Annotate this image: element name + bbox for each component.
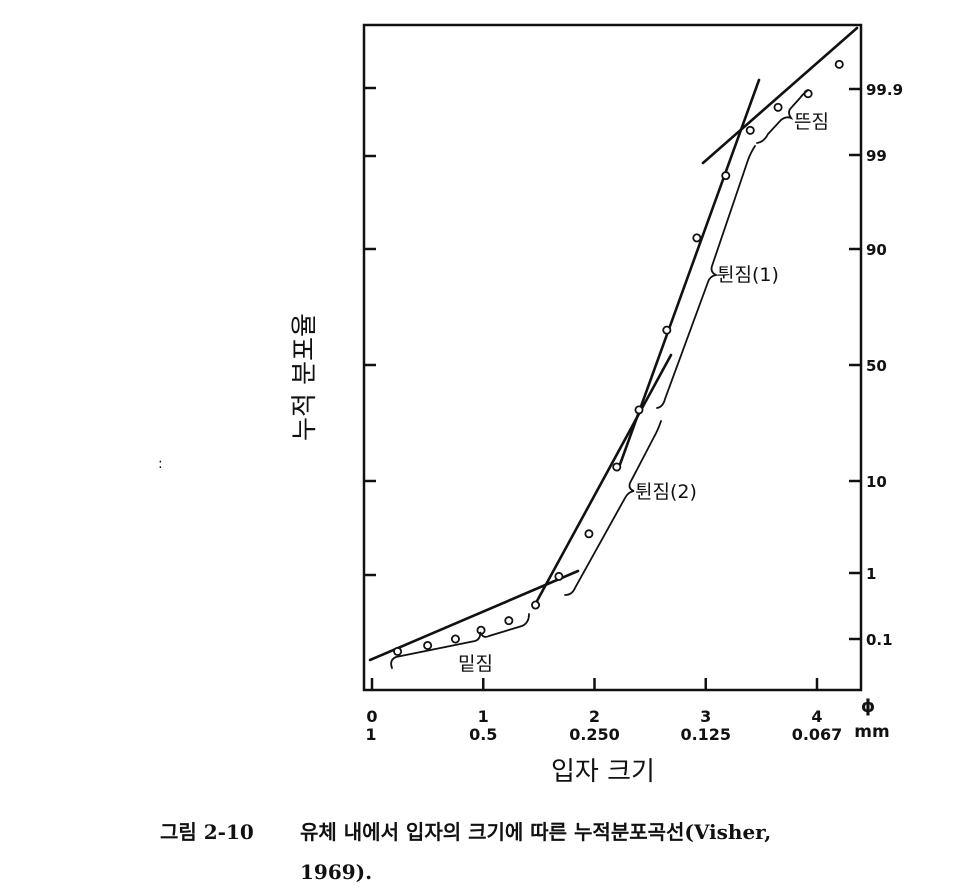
data-point-14 <box>773 102 783 112</box>
x-tick-label-phi-4: 4 <box>811 707 822 726</box>
x-tick-label-mm-1: 1 <box>365 725 376 744</box>
caption-text-line2: 1969). <box>300 860 373 884</box>
label-suspension: 뜬짐 <box>794 111 829 133</box>
y-axis-right-labels: 0.1 1 10 50 90 99 99.9 <box>866 81 903 649</box>
label-saltation-2: 튄짐(2) <box>635 481 697 503</box>
data-point-8 <box>612 462 622 472</box>
stray-mark: : <box>158 456 163 472</box>
y-axis-right-ticks <box>849 87 861 641</box>
brace-surface-creep <box>390 613 530 669</box>
brace-saltation-2 <box>564 420 662 596</box>
y-tick-label-99: 99 <box>866 147 887 165</box>
x-phi-unit-label: ϕ <box>861 696 875 717</box>
fit-lines <box>368 26 859 662</box>
caption-text: 유체 내에서 입자의 크기에 따른 누적분포곡선(Visher, <box>300 820 772 844</box>
data-point-1 <box>423 640 433 650</box>
data-point-12 <box>721 171 731 181</box>
x-axis-title: 입자 크기 <box>551 757 655 787</box>
x-tick-label-mm-0.125: 0.125 <box>680 725 731 744</box>
x-axis-mm-labels: 1 0.5 0.250 0.125 0.067 <box>365 725 842 744</box>
y-tick-label-90: 90 <box>866 241 887 259</box>
data-point-4 <box>504 616 514 626</box>
y-tick-label-99.9: 99.9 <box>866 81 903 99</box>
y-tick-label-0.1: 0.1 <box>866 631 893 649</box>
data-point-16 <box>834 59 844 69</box>
data-points <box>393 59 844 656</box>
data-point-7 <box>584 529 594 539</box>
data-point-13 <box>745 125 755 135</box>
segment-braces <box>390 89 809 669</box>
y-axis-title: 누적 분포율 <box>290 313 320 441</box>
x-axis-phi-labels: 0 1 2 3 4 <box>366 707 822 726</box>
data-point-11 <box>692 233 702 243</box>
fit-line-saltation-2 <box>535 353 673 603</box>
figure-number: 그림 2-10 <box>160 820 254 844</box>
data-point-5 <box>531 600 541 610</box>
fit-line-surface-creep <box>368 569 580 662</box>
fit-line-suspension <box>701 26 859 165</box>
x-tick-label-phi-1: 1 <box>478 707 489 726</box>
x-tick-label-mm-0.067: 0.067 <box>792 725 843 744</box>
y-tick-label-10: 10 <box>866 473 887 491</box>
brace-saltation-1 <box>656 145 756 409</box>
x-tick-label-mm-0.250: 0.250 <box>569 725 620 744</box>
x-tick-label-phi-3: 3 <box>700 707 711 726</box>
x-mm-unit-label: mm <box>854 722 889 742</box>
y-axis-left-ticks <box>364 86 376 577</box>
brace-suspension <box>756 89 809 144</box>
y-tick-label-1: 1 <box>866 565 876 583</box>
data-point-9 <box>634 405 644 415</box>
y-tick-label-50: 50 <box>866 357 887 375</box>
x-tick-label-phi-0: 0 <box>366 707 377 726</box>
x-axis-ticks <box>370 678 819 690</box>
data-point-6 <box>554 571 564 581</box>
x-tick-label-phi-2: 2 <box>589 707 600 726</box>
data-point-0 <box>393 646 403 656</box>
data-point-10 <box>662 325 672 335</box>
data-point-2 <box>450 634 460 644</box>
label-saltation-1: 튄짐(1) <box>717 264 779 286</box>
label-surface-creep: 밑짐 <box>458 653 493 675</box>
fit-line-saltation-1 <box>616 78 761 472</box>
x-tick-label-mm-0.5: 0.5 <box>469 725 497 744</box>
plot-frame <box>362 23 863 692</box>
figure-caption: 그림 2-10 유체 내에서 입자의 크기에 따른 누적분포곡선(Visher, … <box>160 812 967 892</box>
